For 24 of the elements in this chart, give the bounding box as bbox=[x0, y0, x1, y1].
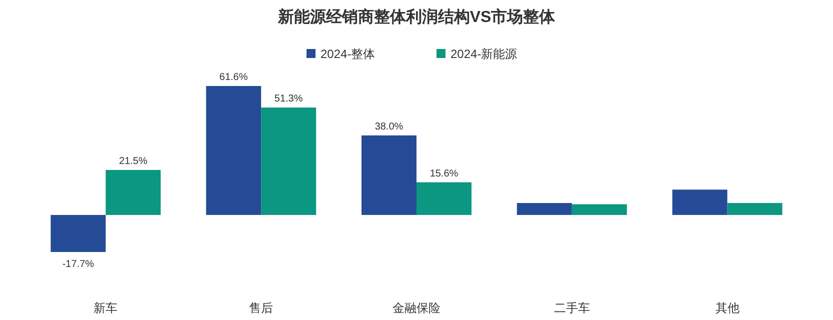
bar bbox=[206, 86, 262, 215]
bar bbox=[261, 108, 316, 215]
x-tick-label: 其他 bbox=[715, 301, 740, 315]
x-tick-label: 新车 bbox=[94, 301, 118, 315]
bar bbox=[516, 203, 572, 215]
bar bbox=[727, 203, 782, 215]
bar bbox=[572, 204, 627, 215]
data-label: 21.5% bbox=[119, 156, 148, 167]
legend-label: 2024-整体 bbox=[320, 47, 376, 61]
bar bbox=[106, 170, 161, 215]
bar bbox=[672, 190, 728, 215]
data-label: 38.0% bbox=[374, 121, 404, 132]
x-tick-label: 二手车 bbox=[554, 301, 590, 315]
x-tick-label: 金融保险 bbox=[392, 301, 440, 315]
bar bbox=[50, 214, 106, 252]
x-tick-label: 售后 bbox=[249, 301, 274, 315]
chart-title: 新能源经销商整体利润结构VS市场整体 bbox=[276, 8, 556, 26]
data-label: 61.6% bbox=[219, 72, 248, 83]
bar bbox=[416, 182, 472, 215]
data-label: 15.6% bbox=[430, 168, 458, 180]
legend-label: 2024-新能源 bbox=[450, 47, 518, 61]
data-label: 51.3% bbox=[274, 94, 303, 105]
bar bbox=[362, 135, 416, 215]
data-label: -17.7% bbox=[62, 259, 94, 270]
